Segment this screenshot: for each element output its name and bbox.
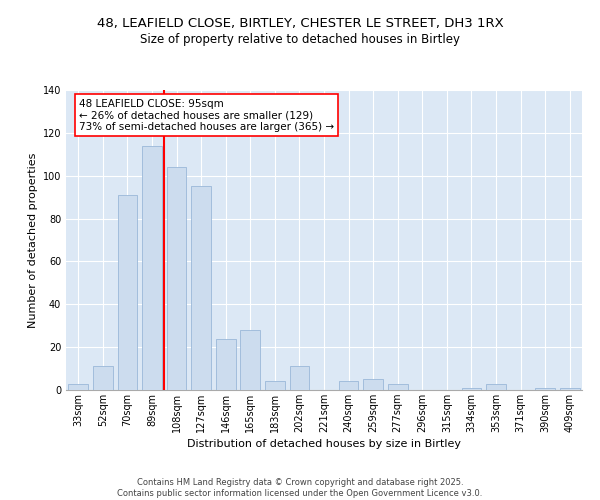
Bar [68, 384, 88, 390]
Bar [167, 167, 187, 390]
Bar [560, 388, 580, 390]
Bar [142, 146, 162, 390]
Text: Size of property relative to detached houses in Birtley: Size of property relative to detached ho… [140, 32, 460, 46]
Bar [290, 366, 309, 390]
X-axis label: Distribution of detached houses by size in Birtley: Distribution of detached houses by size … [187, 439, 461, 449]
Bar [461, 388, 481, 390]
Bar [339, 382, 358, 390]
Text: 48 LEAFIELD CLOSE: 95sqm
← 26% of detached houses are smaller (129)
73% of semi-: 48 LEAFIELD CLOSE: 95sqm ← 26% of detach… [79, 98, 334, 132]
Bar [535, 388, 555, 390]
Bar [191, 186, 211, 390]
Text: Contains HM Land Registry data © Crown copyright and database right 2025.
Contai: Contains HM Land Registry data © Crown c… [118, 478, 482, 498]
Y-axis label: Number of detached properties: Number of detached properties [28, 152, 38, 328]
Bar [118, 195, 137, 390]
Bar [93, 366, 113, 390]
Bar [241, 330, 260, 390]
Bar [216, 338, 236, 390]
Bar [388, 384, 407, 390]
Bar [486, 384, 506, 390]
Bar [364, 380, 383, 390]
Text: 48, LEAFIELD CLOSE, BIRTLEY, CHESTER LE STREET, DH3 1RX: 48, LEAFIELD CLOSE, BIRTLEY, CHESTER LE … [97, 18, 503, 30]
Bar [265, 382, 284, 390]
